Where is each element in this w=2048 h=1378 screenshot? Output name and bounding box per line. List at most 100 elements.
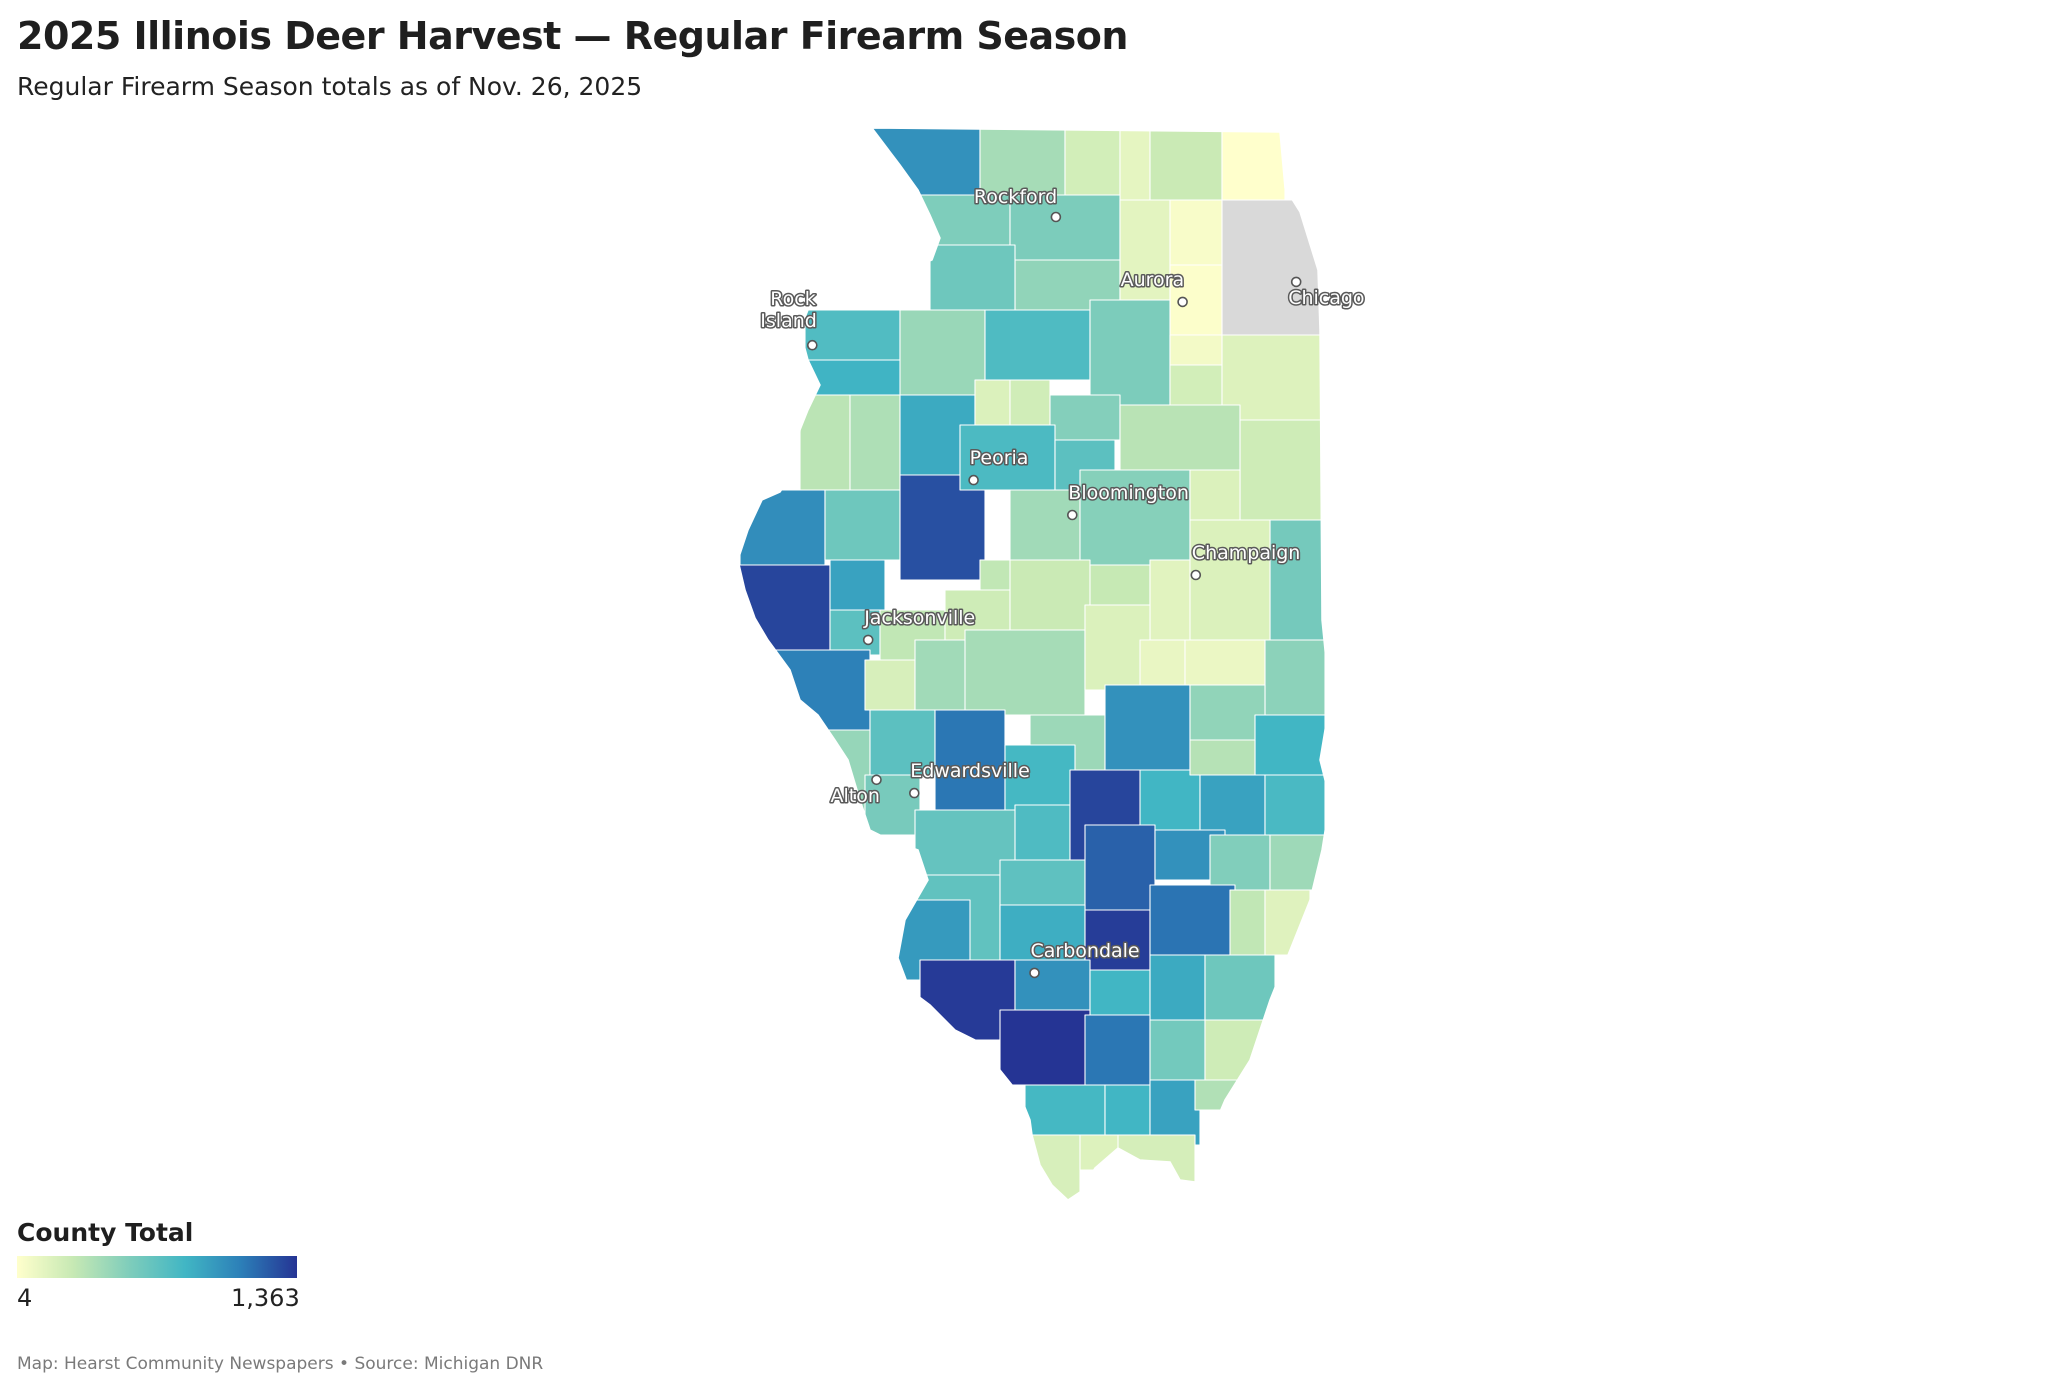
county-logan[interactable] [1009,559,1091,641]
county-tazewell[interactable] [1009,489,1081,561]
county-douglas[interactable] [1184,639,1266,686]
city-marker-rockford [1050,211,1062,223]
county-piatt[interactable] [1149,559,1196,641]
county-warren[interactable] [849,394,901,491]
city-marker-jacksonville [862,634,874,646]
county-richland[interactable] [1209,834,1271,891]
county-rock-island[interactable] [804,309,901,361]
city-marker-peoria [968,474,979,486]
county-pike[interactable] [744,649,871,731]
county-de-witt[interactable] [1089,564,1151,606]
county-lasalle[interactable] [1089,299,1171,406]
county-hardin[interactable] [1194,1079,1266,1111]
county-mclean[interactable] [1079,469,1191,566]
state-outline [737,127,1331,1201]
city-marker-alton [871,774,882,786]
county-kane[interactable] [1169,199,1223,266]
county-jasper[interactable] [1199,774,1266,836]
county-schuyler[interactable] [829,559,886,611]
county-kendall[interactable] [1169,334,1223,366]
city-label-chicago: Chicago [1288,287,1364,309]
county-wayne[interactable] [1149,884,1236,956]
county-pope[interactable] [1149,1079,1201,1146]
county-bureau[interactable] [984,309,1091,381]
county-kankakee[interactable] [1239,419,1326,521]
county-cumberland[interactable] [1189,739,1256,776]
city-marker-rock-island [806,339,818,351]
city-label-champaign: Champaign [1192,542,1301,564]
county-saline[interactable] [1149,1019,1206,1081]
county-henry[interactable] [899,309,986,396]
county-washington[interactable] [999,904,1086,961]
county-edgar[interactable] [1264,639,1326,716]
county-marion[interactable] [1084,824,1156,911]
city-layer: Rockford Aurora Chicago Rock Island Peoria Blo… [759,185,1366,979]
county-williamson[interactable] [1084,1014,1151,1086]
county-marshall[interactable] [1049,394,1121,441]
county-bond[interactable] [1014,804,1071,866]
county-lawrence[interactable] [1269,834,1335,891]
legend-color-ramp [17,1256,297,1278]
county-hamilton[interactable] [1149,954,1206,1021]
county-mercer[interactable] [804,359,906,396]
county-whiteside[interactable] [929,244,1016,316]
county-putnam[interactable] [1009,379,1051,426]
county-dekalb[interactable] [1119,199,1171,311]
county-layer [735,128,1335,1200]
map-subtitle: Regular Firearm Season totals as of Nov.… [17,72,643,101]
legend-max-label: 1,363 [231,1284,300,1312]
county-franklin[interactable] [1089,969,1151,1016]
county-winnebago[interactable] [1064,128,1121,196]
county-shelby[interactable] [1104,684,1191,771]
county-cook[interactable] [1221,199,1326,336]
city-label-peoria: Peoria [970,447,1029,469]
county-pulaski[interactable] [1079,1134,1121,1171]
city-label-rock-island: Rock Island [760,288,817,332]
county-johnson[interactable] [1104,1084,1151,1136]
county-crawford[interactable] [1264,774,1326,836]
county-effingham[interactable] [1139,769,1201,831]
county-grundy[interactable] [1169,364,1223,406]
county-mchenry[interactable] [1149,128,1223,201]
city-marker-edwardsville [908,787,920,799]
county-sangamon[interactable] [964,629,1086,716]
county-edwards[interactable] [1229,889,1266,956]
county-ford[interactable] [1189,469,1241,521]
legend-title: County Total [17,1218,194,1247]
county-mcdonough[interactable] [824,489,901,561]
county-clinton[interactable] [999,859,1086,911]
county-union[interactable] [1024,1084,1106,1136]
county-montgomery[interactable] [1004,744,1076,811]
county-adams[interactable] [735,564,831,661]
county-vermilion[interactable] [1269,519,1326,641]
county-jersey[interactable] [864,774,921,836]
city-label-rockford: Rockford [974,186,1057,208]
county-champaign[interactable] [1189,519,1271,641]
county-fulton[interactable] [899,474,986,581]
city-label-alton: Alton [831,785,880,807]
county-greene[interactable] [869,709,936,776]
county-perry[interactable] [1014,959,1091,1011]
county-wabash[interactable] [1264,889,1311,956]
county-scott[interactable] [864,659,916,711]
county-jo-daviess[interactable] [867,128,981,196]
city-marker-aurora [1177,296,1188,308]
county-boone[interactable] [1119,128,1151,201]
city-marker-champaign [1190,569,1202,581]
county-lake[interactable] [1221,128,1286,201]
county-jefferson[interactable] [1084,909,1151,971]
map-title: 2025 Illinois Deer Harvest — Regular Fir… [17,14,1128,58]
county-macon[interactable] [1084,604,1151,691]
county-white[interactable] [1204,954,1276,1021]
county-henderson[interactable] [799,394,851,491]
city-label-bloomington: Bloomington [1068,482,1189,504]
county-coles[interactable] [1189,684,1266,741]
county-jackson[interactable] [999,1009,1091,1086]
county-massac[interactable] [1117,1134,1196,1186]
county-clark[interactable] [1254,714,1326,776]
city-marker-bloomington [1067,509,1078,521]
county-alexander[interactable] [1029,1134,1081,1200]
county-calhoun[interactable] [819,729,871,831]
county-stephenson[interactable] [979,128,1066,196]
